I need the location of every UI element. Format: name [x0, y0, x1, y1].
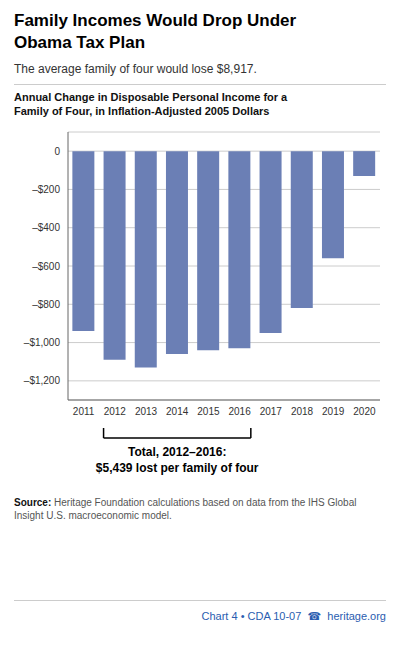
svg-text:2013: 2013 [135, 406, 158, 417]
html-text:Chart 4 • CDA 10-07 ☎ heritage: Chart 4 • CDA 10-07 ☎ heritage.org [201, 610, 386, 622]
html-text:Family Incomes Would Drop Unde: Family Incomes Would Drop Under Obama Ta… [14, 11, 297, 52]
svg-text:0: 0 [54, 146, 60, 157]
html-text:Annual Change in Disposable Pe: Annual Change in Disposable Personal Inc… [14, 91, 288, 117]
svg-text:2015: 2015 [197, 406, 220, 417]
svg-text:2019: 2019 [322, 406, 345, 417]
svg-text:2011: 2011 [73, 406, 95, 417]
svg-text:–$800: –$800 [32, 299, 60, 310]
svg-text:Total, 2012–2016:: Total, 2012–2016: [128, 445, 227, 459]
svg-text:2012: 2012 [104, 406, 127, 417]
svg-text:–$1,000: –$1,000 [24, 337, 61, 348]
svg-text:2018: 2018 [291, 406, 314, 417]
svg-text:$5,439 lost per family of four: $5,439 lost per family of four [96, 461, 259, 475]
svg-text:2016: 2016 [228, 406, 251, 417]
svg-text:–$200: –$200 [32, 184, 60, 195]
html-text:Source: Heritage Foundation ca: Source: Heritage Foundation calculations… [14, 497, 357, 521]
svg-text:–$1,200: –$1,200 [24, 375, 61, 386]
svg-text:2017: 2017 [260, 406, 283, 417]
html-text:The average family of four wou: The average family of four would lose $8… [14, 62, 257, 76]
svg-text:2020: 2020 [353, 406, 376, 417]
svg-text:–$400: –$400 [32, 222, 60, 233]
svg-text:2014: 2014 [166, 406, 189, 417]
svg-text:–$600: –$600 [32, 261, 60, 272]
